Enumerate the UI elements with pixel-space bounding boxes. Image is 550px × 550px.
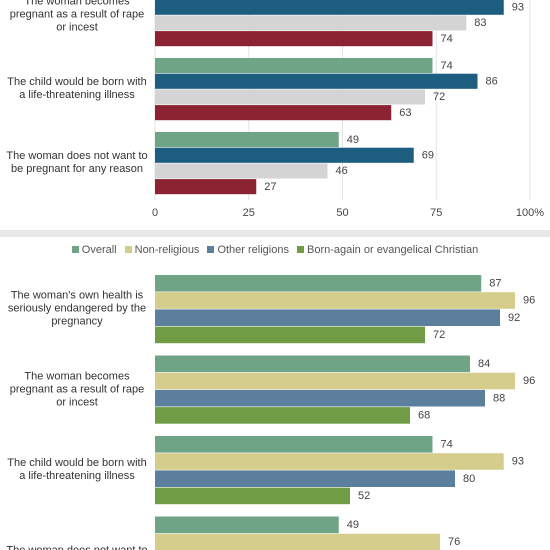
- value-label: 52: [358, 490, 370, 502]
- x-tick-label: 0: [152, 207, 158, 219]
- value-label: 80: [463, 473, 475, 485]
- separator: [0, 230, 550, 237]
- category-label: The woman's own health is seriously enda…: [7, 289, 147, 328]
- legend-swatch: [71, 246, 79, 253]
- x-tick-label: 50: [336, 207, 348, 219]
- value-label: 93: [512, 1, 524, 13]
- bar: [155, 470, 455, 487]
- legend-item: Other religions: [207, 244, 289, 256]
- bar: [155, 0, 504, 15]
- bar: [155, 89, 425, 105]
- value-label: 49: [347, 519, 359, 531]
- value-label: 84: [478, 358, 490, 370]
- value-label: 86: [486, 75, 498, 87]
- legend-label: Overall: [81, 244, 117, 256]
- value-label: 96: [523, 295, 535, 307]
- bar: [155, 355, 470, 373]
- legend-swatch: [124, 246, 132, 253]
- bar: [155, 326, 425, 344]
- bar: [155, 487, 350, 505]
- bar: [155, 309, 500, 326]
- legend-swatch: [296, 246, 304, 253]
- x-tick-label: 75: [430, 207, 442, 219]
- bar: [155, 516, 339, 534]
- legend-label: Born-again or evangelical Christian: [306, 244, 479, 256]
- bar: [155, 132, 339, 148]
- bar: [155, 292, 515, 309]
- bar: [155, 436, 433, 453]
- bar: [155, 407, 410, 424]
- category-label: The woman does not want to: [6, 544, 148, 550]
- legend-item: Non-religious: [124, 244, 200, 256]
- category-label: The woman becomes pregnant as a result o…: [9, 370, 145, 409]
- category-label: The woman does not want to be pregnant f…: [6, 150, 148, 176]
- bar: [155, 389, 485, 407]
- legend-swatch: [207, 246, 215, 253]
- bar: [155, 105, 392, 121]
- legend-item: Born-again or evangelical Christian: [296, 244, 479, 256]
- bar: [155, 163, 328, 179]
- category-label: The child would be born with a life-thre…: [7, 76, 147, 102]
- value-label: 68: [418, 410, 430, 422]
- value-label: 87: [489, 278, 501, 290]
- bar: [155, 58, 433, 74]
- x-tick-label: 25: [243, 207, 255, 219]
- bar: [155, 453, 504, 470]
- category-label: The woman becomes pregnant as a result o…: [9, 0, 145, 34]
- value-label: 46: [336, 165, 348, 177]
- value-label: 49: [347, 134, 359, 146]
- value-label: 74: [441, 439, 453, 451]
- bar: [155, 372, 515, 390]
- value-label: 83: [474, 17, 486, 29]
- bar: [155, 31, 433, 47]
- value-label: 88: [493, 392, 505, 404]
- x-tick-label: 100%: [516, 207, 544, 219]
- category-label: The child would be born with a life-thre…: [7, 457, 147, 483]
- value-label: 72: [433, 329, 445, 341]
- value-label: 93: [512, 456, 524, 468]
- value-label: 72: [433, 91, 445, 103]
- value-label: 63: [399, 107, 411, 119]
- bar: [155, 15, 467, 31]
- value-label: 92: [508, 312, 520, 324]
- legend-label: Non-religious: [134, 244, 200, 256]
- legend: Overall Non-religious Other religions Born-…: [0, 244, 550, 256]
- value-label: 74: [441, 60, 453, 72]
- legend-label: Other religions: [217, 244, 289, 256]
- bar: [155, 275, 482, 292]
- bar: [155, 179, 257, 195]
- value-label: 69: [422, 149, 434, 161]
- bar: [155, 147, 414, 163]
- bar: [155, 533, 440, 550]
- value-label: 74: [441, 33, 453, 45]
- value-label: 96: [523, 375, 535, 387]
- legend-item: Overall: [71, 244, 117, 256]
- bar: [155, 73, 478, 89]
- value-label: 76: [448, 536, 460, 548]
- value-label: 27: [264, 181, 276, 193]
